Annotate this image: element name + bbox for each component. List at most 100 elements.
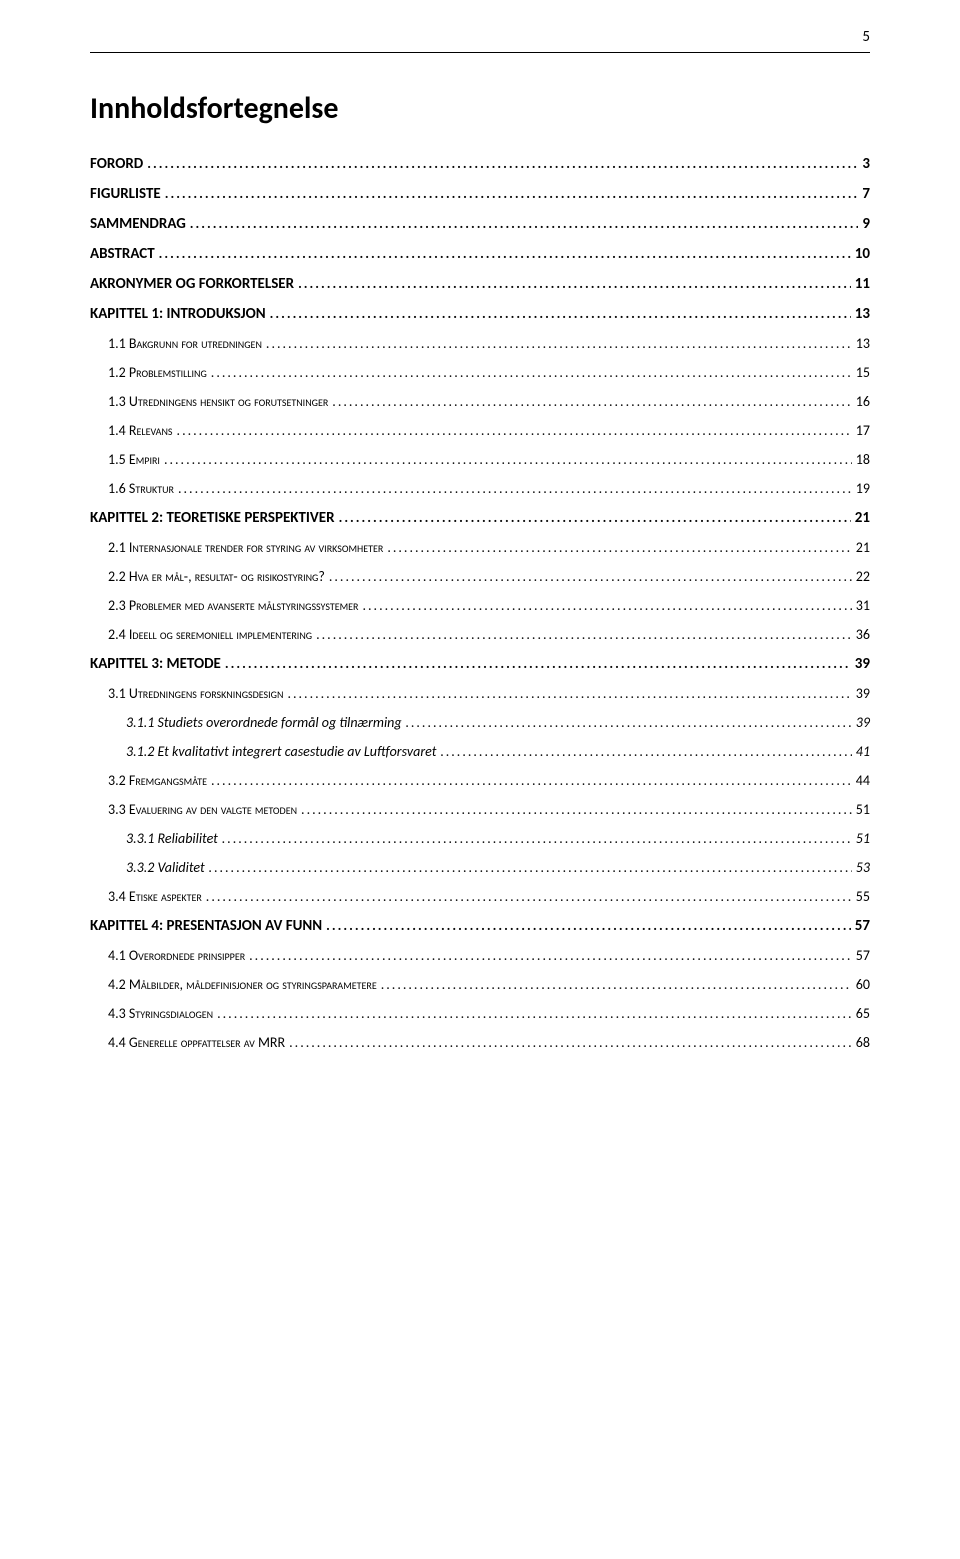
toc-dot-leader — [225, 655, 851, 672]
toc-entry: FIGURLISTE 7 — [90, 185, 870, 203]
toc-entry-label: 3.3 Evaluering av den valgte metoden — [108, 801, 297, 818]
page-number: 5 — [862, 28, 870, 46]
toc-entry-text: Reliabilitet — [158, 830, 218, 847]
toc-entry: 3.4 Etiske aspekter 55 — [90, 888, 870, 905]
toc-entry-number: 3.1.1 — [126, 714, 154, 731]
toc-entry-text: Relevans — [129, 422, 173, 439]
toc-entry-text: Etiske aspekter — [129, 888, 202, 905]
toc-entry-label: 1.5 Empiri — [108, 451, 160, 468]
toc-entry-page: 11 — [855, 275, 870, 293]
toc-entry-page: 31 — [856, 597, 870, 614]
toc-dot-leader — [249, 947, 852, 964]
toc-entry-number: 1.5 — [108, 451, 126, 468]
toc-entry-number: 2.1 — [108, 539, 126, 556]
toc-entry-page: 39 — [856, 685, 870, 702]
toc-dot-leader — [440, 743, 851, 760]
toc-entry-label: 4.2 Målbilder, måldefinisjoner og styrin… — [108, 976, 377, 993]
toc-dot-leader — [381, 976, 852, 993]
toc-entry-label: 3.2 Fremgangsmåte — [108, 772, 207, 789]
toc-entry-label: 4.1 Overordnede prinsipper — [108, 947, 245, 964]
toc-entry: 1.2 Problemstilling15 — [90, 364, 870, 381]
toc-entry-number: 3.1.2 — [126, 743, 154, 760]
toc-entry-page: 53 — [856, 859, 870, 876]
toc-dot-leader — [209, 859, 852, 876]
toc-entry-text: Generelle oppfattelser av MRR — [129, 1034, 285, 1051]
toc-entry-page: 36 — [856, 626, 870, 643]
toc-entry-label: 3.3.1 Reliabilitet — [126, 830, 218, 847]
toc-entry-page: 21 — [855, 509, 870, 527]
toc-entry-page: 9 — [862, 215, 870, 233]
toc-entry-text: Styringsdialogen — [129, 1005, 213, 1022]
toc-entry-label: 1.2 Problemstilling — [108, 364, 207, 381]
toc-dot-leader — [301, 801, 852, 818]
toc-entry: SAMMENDRAG9 — [90, 215, 870, 233]
toc-entry-page: 18 — [856, 451, 870, 468]
toc-entry-page: 10 — [855, 245, 870, 263]
toc-dot-leader — [178, 480, 852, 497]
toc-entry: 2.2 Hva er mål-, resultat- og risikostyr… — [90, 568, 870, 585]
toc-dot-leader — [332, 393, 852, 410]
toc-entry: KAPITTEL 4: PRESENTASJON AV FUNN57 — [90, 917, 870, 935]
toc-dot-leader — [362, 597, 851, 614]
toc-entry-number: 2.3 — [108, 597, 126, 614]
toc-entry: 1.3 Utredningens hensikt og forutsetning… — [90, 393, 870, 410]
toc-entry-page: 19 — [856, 480, 870, 497]
toc-entry-number: 1.4 — [108, 422, 126, 439]
toc-entry-page: 7 — [862, 185, 870, 203]
toc-dot-leader — [266, 335, 852, 352]
toc-entry-page: 41 — [856, 743, 870, 760]
toc-entry-label: 3.3.2 Validitet — [126, 859, 205, 876]
document-page: 5 Innholdsfortegnelse FORORD3FIGURLISTE7… — [0, 0, 960, 1123]
toc-entry: 4.1 Overordnede prinsipper57 — [90, 947, 870, 964]
toc-entry-page: 17 — [856, 422, 870, 439]
toc-entry-label: 2.2 Hva er mål-, resultat- og risikostyr… — [108, 568, 325, 585]
toc-entry-number: 4.4 — [108, 1034, 126, 1051]
toc-entry: 3.1.1 Studiets overordnede formål og til… — [90, 714, 870, 731]
toc-entry: KAPITTEL 1: INTRODUKSJON 13 — [90, 305, 870, 323]
toc-entry-text: Overordnede prinsipper — [129, 947, 245, 964]
toc-entry-page: 51 — [856, 830, 870, 847]
toc-dot-leader — [159, 245, 851, 262]
toc-entry-number: 3.3.1 — [126, 830, 154, 847]
toc-entry-page: 65 — [856, 1005, 870, 1022]
toc-entry: KAPITTEL 3: METODE39 — [90, 655, 870, 673]
toc-entry-text: Problemer med avanserte målstyringssyste… — [129, 597, 359, 614]
toc-entry-number: 4.3 — [108, 1005, 126, 1022]
toc-entry-page: 13 — [856, 335, 870, 352]
toc-entry: 4.4 Generelle oppfattelser av MRR68 — [90, 1034, 870, 1051]
toc-dot-leader — [211, 364, 852, 381]
toc-entry: 1.4 Relevans 17 — [90, 422, 870, 439]
toc-entry-text: Utredningens forskningsdesign — [129, 685, 284, 702]
toc-entry-number: 3.4 — [108, 888, 126, 905]
toc-entry-label: KAPITTEL 4: PRESENTASJON AV FUNN — [90, 917, 322, 935]
toc-entry-label: KAPITTEL 2: TEORETISKE PERSPEKTIVER — [90, 509, 335, 527]
toc-entry-number: 1.6 — [108, 480, 126, 497]
toc-entry-page: 21 — [856, 539, 870, 556]
toc-entry: 2.3 Problemer med avanserte målstyringss… — [90, 597, 870, 614]
toc-entry-label: KAPITTEL 1: INTRODUKSJON — [90, 305, 266, 323]
toc-dot-leader — [270, 305, 851, 322]
toc-entry: 2.4 Ideell og seremoniell implementering… — [90, 626, 870, 643]
toc-dot-leader — [387, 539, 851, 556]
toc-entry: 3.3.2 Validitet 53 — [90, 859, 870, 876]
toc-entry-label: 3.4 Etiske aspekter — [108, 888, 202, 905]
toc-entry-label: FIGURLISTE — [90, 185, 161, 203]
toc-dot-leader — [316, 626, 852, 643]
toc-entry-text: Ideell og seremoniell implementering — [129, 626, 312, 643]
toc-entry-label: 3.1 Utredningens forskningsdesign — [108, 685, 283, 702]
toc-entry: AKRONYMER OG FORKORTELSER11 — [90, 275, 870, 293]
toc-entry-page: 55 — [856, 888, 870, 905]
toc-dot-leader — [206, 888, 852, 905]
toc-entry-number: 2.2 — [108, 568, 126, 585]
toc-list: FORORD3FIGURLISTE7SAMMENDRAG9ABSTRACT10A… — [90, 155, 870, 1051]
toc-entry-page: 16 — [856, 393, 870, 410]
toc-dot-leader — [329, 568, 852, 585]
toc-entry: KAPITTEL 2: TEORETISKE PERSPEKTIVER 21 — [90, 509, 870, 527]
toc-entry: ABSTRACT10 — [90, 245, 870, 263]
toc-entry-page: 13 — [855, 305, 870, 323]
toc-dot-leader — [326, 917, 851, 934]
toc-entry-text: Evaluering av den valgte metoden — [129, 801, 297, 818]
toc-dot-leader — [289, 1034, 852, 1051]
toc-entry-label: 2.3 Problemer med avanserte målstyringss… — [108, 597, 358, 614]
toc-entry-number: 3.2 — [108, 772, 126, 789]
